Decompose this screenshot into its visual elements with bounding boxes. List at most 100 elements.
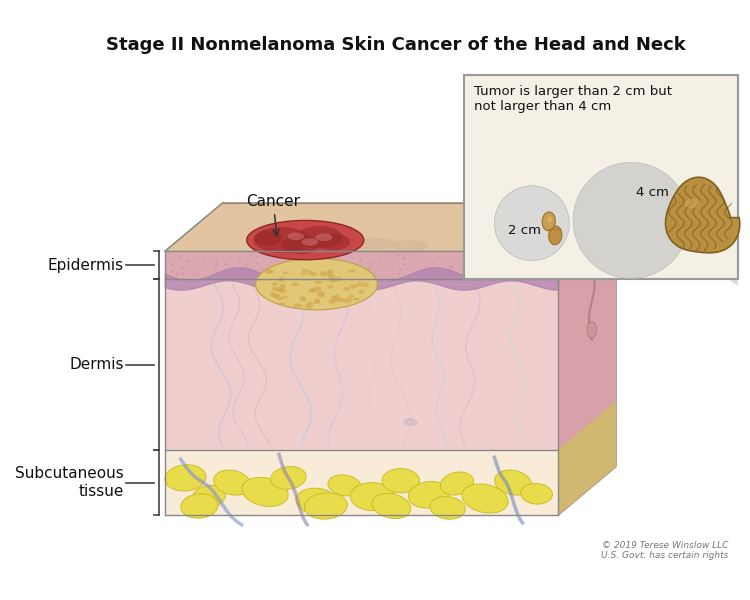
- Ellipse shape: [254, 227, 310, 253]
- Ellipse shape: [314, 301, 320, 304]
- Ellipse shape: [317, 291, 325, 296]
- Ellipse shape: [318, 294, 325, 298]
- Polygon shape: [558, 401, 616, 515]
- Ellipse shape: [462, 484, 509, 513]
- Ellipse shape: [316, 233, 350, 250]
- Ellipse shape: [392, 240, 429, 251]
- Polygon shape: [165, 450, 558, 515]
- Ellipse shape: [272, 286, 277, 291]
- Ellipse shape: [587, 322, 596, 338]
- FancyBboxPatch shape: [464, 75, 738, 280]
- Ellipse shape: [278, 277, 284, 282]
- Text: Tumor is larger than 2 cm but
not larger than 4 cm: Tumor is larger than 2 cm but not larger…: [474, 85, 672, 113]
- Ellipse shape: [280, 284, 286, 289]
- Ellipse shape: [310, 272, 317, 276]
- Ellipse shape: [275, 287, 284, 292]
- Ellipse shape: [333, 298, 341, 302]
- Ellipse shape: [495, 470, 532, 495]
- Ellipse shape: [327, 271, 332, 275]
- Ellipse shape: [282, 296, 288, 299]
- Ellipse shape: [319, 291, 326, 295]
- Ellipse shape: [344, 238, 400, 250]
- Ellipse shape: [256, 259, 377, 310]
- Polygon shape: [165, 251, 558, 280]
- Ellipse shape: [549, 226, 562, 245]
- Text: Cancer: Cancer: [246, 194, 300, 236]
- Text: © 2019 Terese Winslow LLC
U.S. Govt. has certain rights: © 2019 Terese Winslow LLC U.S. Govt. has…: [601, 541, 728, 560]
- Ellipse shape: [287, 233, 304, 240]
- Ellipse shape: [328, 274, 335, 280]
- Ellipse shape: [328, 299, 335, 304]
- Ellipse shape: [270, 292, 274, 296]
- Ellipse shape: [292, 283, 299, 286]
- Ellipse shape: [352, 298, 360, 301]
- Ellipse shape: [328, 475, 362, 496]
- Ellipse shape: [254, 231, 282, 245]
- Ellipse shape: [548, 216, 552, 223]
- Ellipse shape: [165, 465, 206, 491]
- Ellipse shape: [327, 285, 333, 289]
- Ellipse shape: [272, 294, 278, 298]
- Ellipse shape: [310, 288, 316, 293]
- Ellipse shape: [573, 163, 689, 278]
- Ellipse shape: [344, 298, 352, 303]
- Ellipse shape: [296, 226, 343, 248]
- Ellipse shape: [274, 293, 280, 299]
- Ellipse shape: [300, 272, 307, 275]
- Ellipse shape: [314, 287, 322, 291]
- Ellipse shape: [520, 484, 553, 504]
- Ellipse shape: [264, 269, 272, 274]
- Ellipse shape: [299, 297, 304, 300]
- Ellipse shape: [329, 278, 338, 283]
- Ellipse shape: [301, 269, 309, 272]
- Polygon shape: [558, 231, 616, 450]
- Ellipse shape: [314, 298, 320, 304]
- Ellipse shape: [338, 298, 344, 302]
- Ellipse shape: [320, 271, 327, 277]
- Ellipse shape: [272, 282, 278, 286]
- Ellipse shape: [430, 497, 465, 519]
- Ellipse shape: [242, 478, 288, 506]
- Ellipse shape: [308, 270, 313, 276]
- Ellipse shape: [440, 472, 473, 495]
- Ellipse shape: [494, 186, 569, 260]
- Polygon shape: [165, 280, 558, 450]
- Ellipse shape: [273, 293, 278, 296]
- Ellipse shape: [276, 297, 284, 300]
- Ellipse shape: [214, 470, 250, 495]
- Ellipse shape: [348, 295, 354, 298]
- Text: 4 cm: 4 cm: [636, 186, 669, 199]
- Ellipse shape: [348, 269, 356, 273]
- Ellipse shape: [350, 284, 357, 289]
- Ellipse shape: [300, 296, 306, 302]
- Ellipse shape: [542, 212, 555, 230]
- Ellipse shape: [372, 493, 411, 518]
- Ellipse shape: [316, 233, 332, 241]
- Ellipse shape: [247, 220, 364, 260]
- Ellipse shape: [344, 287, 350, 291]
- Ellipse shape: [266, 269, 274, 274]
- Text: Epidermis: Epidermis: [47, 258, 124, 273]
- Ellipse shape: [296, 488, 337, 514]
- Polygon shape: [558, 203, 616, 515]
- Polygon shape: [446, 83, 738, 286]
- Ellipse shape: [409, 481, 449, 508]
- Ellipse shape: [278, 302, 285, 305]
- Ellipse shape: [192, 485, 226, 508]
- Ellipse shape: [282, 235, 320, 254]
- Ellipse shape: [335, 277, 341, 281]
- Text: Dermis: Dermis: [69, 357, 124, 372]
- Text: Subcutaneous
tissue: Subcutaneous tissue: [15, 466, 124, 499]
- Ellipse shape: [358, 289, 365, 294]
- Ellipse shape: [362, 283, 369, 287]
- Ellipse shape: [274, 288, 282, 292]
- Ellipse shape: [302, 238, 319, 245]
- Text: Stage II Nonmelanoma Skin Cancer of the Head and Neck: Stage II Nonmelanoma Skin Cancer of the …: [106, 36, 686, 54]
- Ellipse shape: [308, 302, 314, 305]
- Ellipse shape: [304, 493, 347, 519]
- Ellipse shape: [331, 296, 338, 301]
- Ellipse shape: [283, 271, 288, 274]
- Ellipse shape: [357, 281, 362, 287]
- Ellipse shape: [308, 289, 316, 292]
- Text: 2 cm: 2 cm: [509, 224, 542, 237]
